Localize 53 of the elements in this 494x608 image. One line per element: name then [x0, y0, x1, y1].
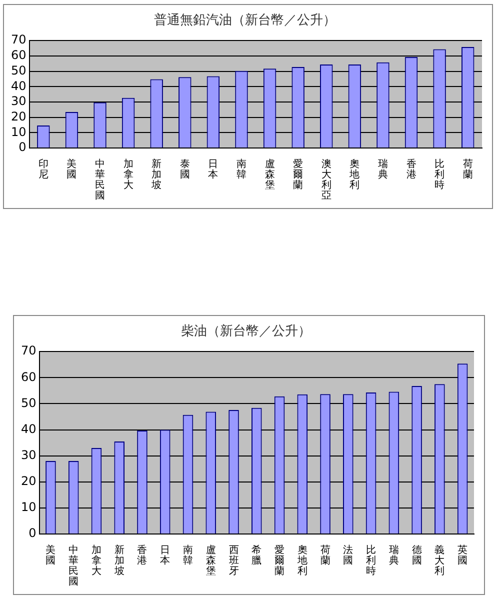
- x-tick-label: 盧森堡: [264, 158, 275, 191]
- x-tick-label: 香港: [406, 158, 416, 180]
- x-tick-label: 瑞典: [378, 158, 388, 180]
- y-tick-label: 50: [10, 63, 26, 78]
- x-tick-label: 印尼: [38, 158, 48, 180]
- chart-title: 普通無鉛汽油（新台幣／公升）: [154, 12, 336, 28]
- y-tick-label: 20: [20, 474, 36, 488]
- x-tick-label: 盧森堡: [206, 544, 216, 577]
- y-tick-label: 40: [20, 422, 36, 436]
- y-tick-label: 70: [20, 344, 36, 358]
- x-tick-label: 愛爾蘭: [274, 544, 285, 577]
- x-tick-label: 中華民國: [95, 158, 106, 202]
- x-tick-label: 日本: [208, 158, 218, 180]
- x-tick-label: 中華民國: [68, 544, 79, 588]
- y-tick-label: 70: [10, 32, 26, 47]
- y-tick-label: 50: [20, 396, 36, 410]
- x-tick-label: 美國: [46, 544, 56, 566]
- y-tick-label: 0: [18, 140, 26, 154]
- y-tick-label: 30: [10, 94, 26, 108]
- x-tick-label: 瑞典: [388, 544, 399, 566]
- x-tick-label: 比利時: [434, 158, 445, 191]
- x-tick-label: 荷蘭: [462, 158, 473, 180]
- x-tick-label: 新加坡: [150, 158, 162, 191]
- y-tick-label: 60: [20, 370, 36, 384]
- x-tick-label: 美國: [66, 158, 77, 180]
- y-tick-label: 30: [20, 448, 36, 462]
- x-tick-label: 義大利: [434, 544, 445, 577]
- chart-title: 柴油（新台幣／公升）: [181, 324, 311, 340]
- x-tick-label: 英國: [458, 544, 468, 566]
- x-tick-label: 日本: [160, 544, 170, 566]
- x-tick-label: 德國: [412, 544, 422, 566]
- x-tick-label: 泰國: [180, 158, 190, 180]
- y-tick-label: 60: [10, 48, 26, 62]
- y-tick-label: 10: [10, 124, 26, 139]
- x-tick-label: 加拿大: [123, 158, 134, 191]
- x-tick-label: 比利時: [366, 544, 376, 577]
- x-tick-label: 愛爾蘭: [293, 158, 304, 191]
- x-tick-label: 香港: [137, 544, 148, 566]
- x-tick-label: 荷蘭: [320, 544, 330, 566]
- x-tick-label: 南韓: [182, 544, 193, 566]
- y-tick-label: 20: [10, 109, 26, 124]
- x-tick-label: 新加坡: [113, 544, 124, 577]
- x-tick-label: 南韓: [236, 158, 246, 180]
- x-tick-label: 法國: [343, 544, 354, 566]
- x-tick-label: 希臘: [252, 544, 262, 566]
- y-tick-label: 10: [20, 500, 36, 514]
- y-tick-label: 0: [28, 526, 36, 540]
- y-tick-label: 40: [10, 78, 26, 93]
- x-tick-label: 奧地利: [348, 158, 360, 191]
- x-tick-label: 加拿大: [91, 544, 102, 577]
- x-tick-label: 奧地利: [296, 544, 308, 577]
- x-tick-label: 澳大利亞: [321, 158, 332, 202]
- x-tick-label: 西班牙: [228, 544, 239, 577]
